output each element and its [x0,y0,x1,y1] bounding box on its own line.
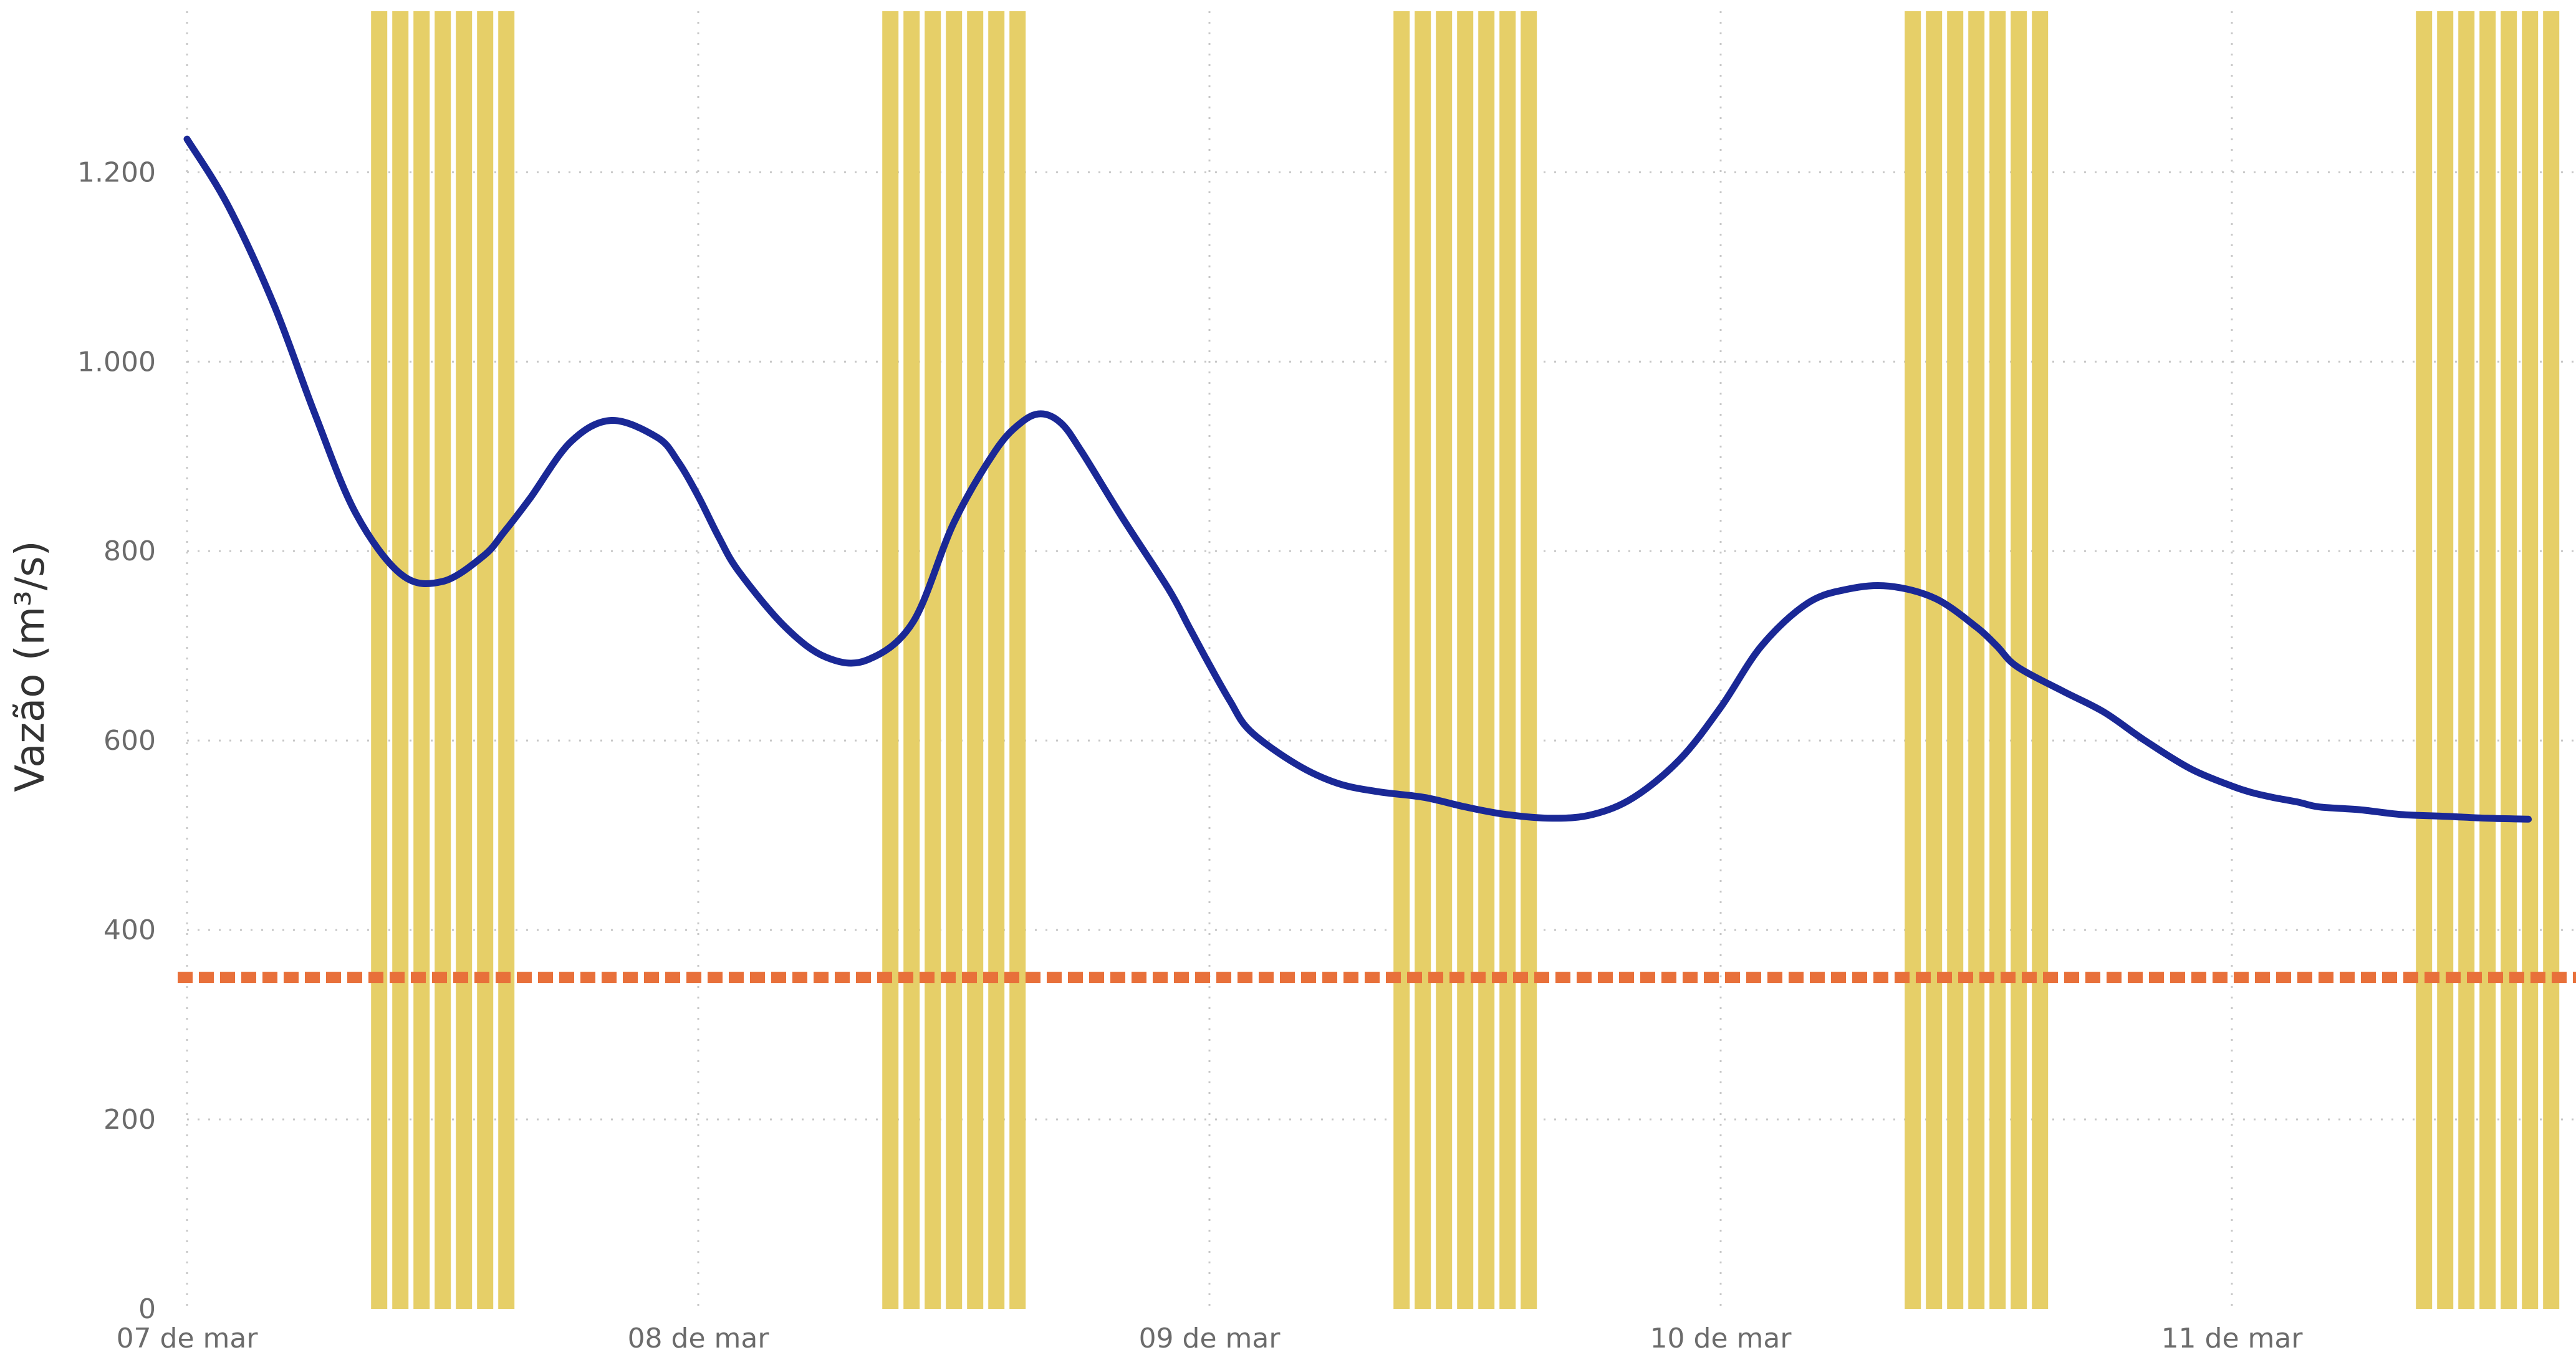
band-stripe [1009,11,1026,1309]
band-stripe [2458,11,2475,1309]
band-stripe [477,11,494,1309]
y-tick-label: 1.200 [77,156,156,188]
y-tick-label: 200 [103,1104,156,1136]
flow-series-line [183,135,2532,823]
band-stripe [925,11,941,1309]
series-group [183,135,2532,823]
band-stripe [1905,11,1921,1309]
shaded-bands [371,11,2560,1309]
band-stripe [1989,11,2006,1309]
x-tick-label: 08 de mar [628,1323,770,1354]
grid [186,11,2576,1309]
band-stripe [2437,11,2454,1309]
band-stripe [1926,11,1943,1309]
band-stripe [1521,11,1537,1309]
band-stripe [988,11,1005,1309]
band-stripe [456,11,473,1309]
band-stripe [967,11,984,1309]
band-stripe [882,11,899,1309]
y-tick-labels: 0 200 400 600 800 1.000 1.200 [77,156,156,1325]
band-stripe [435,11,451,1309]
band-stripe [2416,11,2433,1309]
band-stripe [1499,11,1516,1309]
band-stripe [371,11,388,1309]
band-stripe [498,11,515,1309]
band-stripe [1415,11,1431,1309]
x-tick-labels: 07 de mar 08 de mar 09 de mar 10 de mar 11 d… [117,1323,2304,1354]
band-stripe [1478,11,1495,1309]
x-tick-label: 10 de mar [1650,1323,1792,1354]
band-stripe [413,11,430,1309]
band-stripe [392,11,409,1309]
band-stripe [1947,11,1964,1309]
x-tick-label: 07 de mar [117,1323,259,1354]
band-stripe [946,11,963,1309]
x-tick-label: 11 de mar [2161,1323,2304,1354]
band-stripe [2501,11,2517,1309]
y-tick-label: 0 [138,1293,156,1325]
y-tick-label: 400 [103,914,156,946]
y-axis-title: Vazão (m³/s) [7,540,54,792]
band-stripe [903,11,920,1309]
x-tick-label: 09 de mar [1139,1323,1281,1354]
y-tick-label: 1.000 [77,346,156,378]
band-stripe [2032,11,2049,1309]
band-stripe [2522,11,2539,1309]
band-stripe [1436,11,1453,1309]
band-stripe [2479,11,2496,1309]
band-stripe [1457,11,1474,1309]
y-tick-label: 600 [103,725,156,757]
band-stripe [2543,11,2560,1309]
band-stripe [1393,11,1410,1309]
band-stripe [1968,11,1985,1309]
y-tick-label: 800 [103,535,156,567]
